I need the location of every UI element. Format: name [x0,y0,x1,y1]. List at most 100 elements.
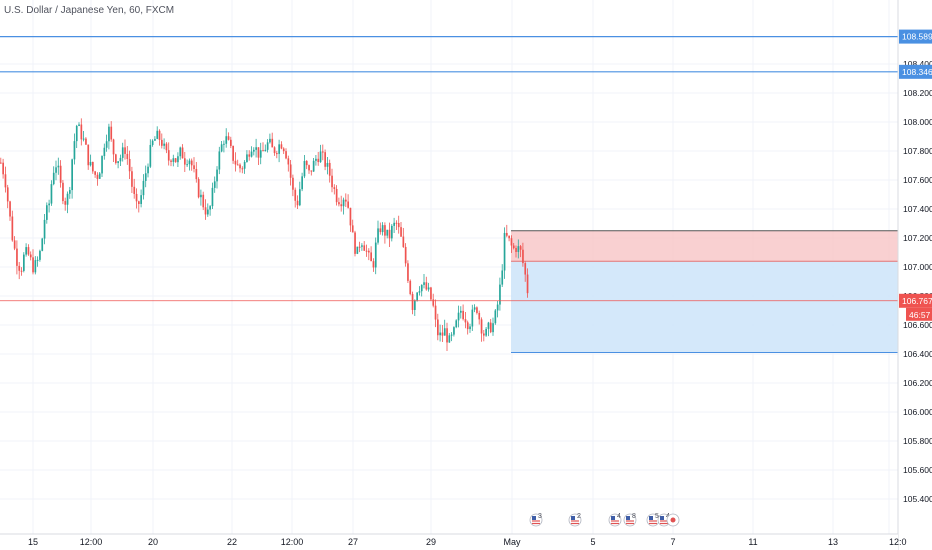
stop-loss-zone[interactable] [511,230,898,262]
candle [188,158,191,171]
candle [317,151,320,166]
candle-body [483,333,485,336]
candle-body [374,242,377,268]
candle-body [41,238,44,251]
candle [384,222,386,244]
candle [501,264,504,287]
price-tick-label: 105.600 [903,465,932,475]
candle-body [190,160,193,166]
candle [98,171,101,179]
candle-body [216,169,218,182]
horizontal-line-tag [899,29,932,44]
price-tick-label: 108.200 [903,88,932,98]
candle [156,126,159,140]
candle-body [469,326,471,330]
price-tick-label: 108.400 [903,59,932,69]
event-count: 2 [577,513,581,520]
candle-body [0,162,2,164]
candle [315,154,317,166]
candle-body [232,145,234,161]
candle-body [34,260,37,273]
candle [264,144,267,152]
candle-body [158,130,161,140]
candle-body [172,158,175,162]
candle [292,174,294,197]
candle [328,159,331,183]
candle [372,258,375,272]
candle [216,166,218,189]
candle-body [241,168,244,170]
candle-body [223,143,225,145]
candle [246,150,248,163]
event-count: 4 [617,513,621,520]
candle-body [471,309,474,327]
candle [508,235,510,242]
price-tick-label: 105.400 [903,494,932,504]
economic-event[interactable]: 4 [608,513,622,527]
candle-body [151,140,154,145]
candle [515,245,517,258]
candle-body [177,156,179,163]
economic-event[interactable]: 5 [646,513,660,527]
candle [326,156,329,175]
candle-body [340,204,343,207]
candle [448,333,451,343]
candle-body [342,199,345,207]
price-scale[interactable] [898,0,932,550]
candle [25,243,27,257]
candle-body [322,151,324,153]
candle-body [457,312,460,321]
horizontal-lines [0,35,898,73]
candle-body [363,245,366,251]
candle-body [110,126,113,140]
candle-body [287,158,290,165]
candle [517,239,520,259]
candle [278,139,280,163]
candle-body [184,158,186,165]
economic-event[interactable]: 3 [529,513,543,527]
candle [386,229,389,239]
candle-body [372,261,375,268]
candle [131,166,133,193]
candle [296,195,299,209]
candle-body [453,327,455,335]
candle [510,235,513,254]
event-count: 3 [538,513,542,520]
price-tick-label: 108.000 [903,117,932,127]
candle [354,230,356,257]
candle [308,164,310,174]
economic-event[interactable]: 8 [623,513,637,527]
candle [418,286,421,296]
candle-body [87,144,90,166]
candle-body [239,164,241,169]
take-profit-zone[interactable] [511,261,898,353]
candle [135,188,138,209]
candle [62,179,64,205]
candle [78,122,80,127]
candle-body [59,165,62,183]
candle-body [246,154,248,162]
candle [480,317,483,342]
candle-body [174,158,177,163]
time-tick-label: 15 [28,537,38,547]
economic-event[interactable] [666,513,680,527]
candle-body [480,319,483,334]
candle [39,249,41,262]
candle [266,139,269,153]
economic-events[interactable]: 324854 [529,513,680,527]
candle-body [446,328,448,343]
candle-body [48,203,50,206]
candle-body [411,293,414,310]
candle [96,172,99,186]
candle [223,140,225,153]
candle-body [25,247,27,255]
time-scale[interactable] [0,534,898,550]
candle-body [108,126,110,142]
price-tick-label: 106.400 [903,349,932,359]
candle-body [213,181,216,188]
economic-event[interactable]: 2 [568,513,582,527]
candle [73,133,76,165]
candles [0,118,529,351]
candle [50,180,53,206]
